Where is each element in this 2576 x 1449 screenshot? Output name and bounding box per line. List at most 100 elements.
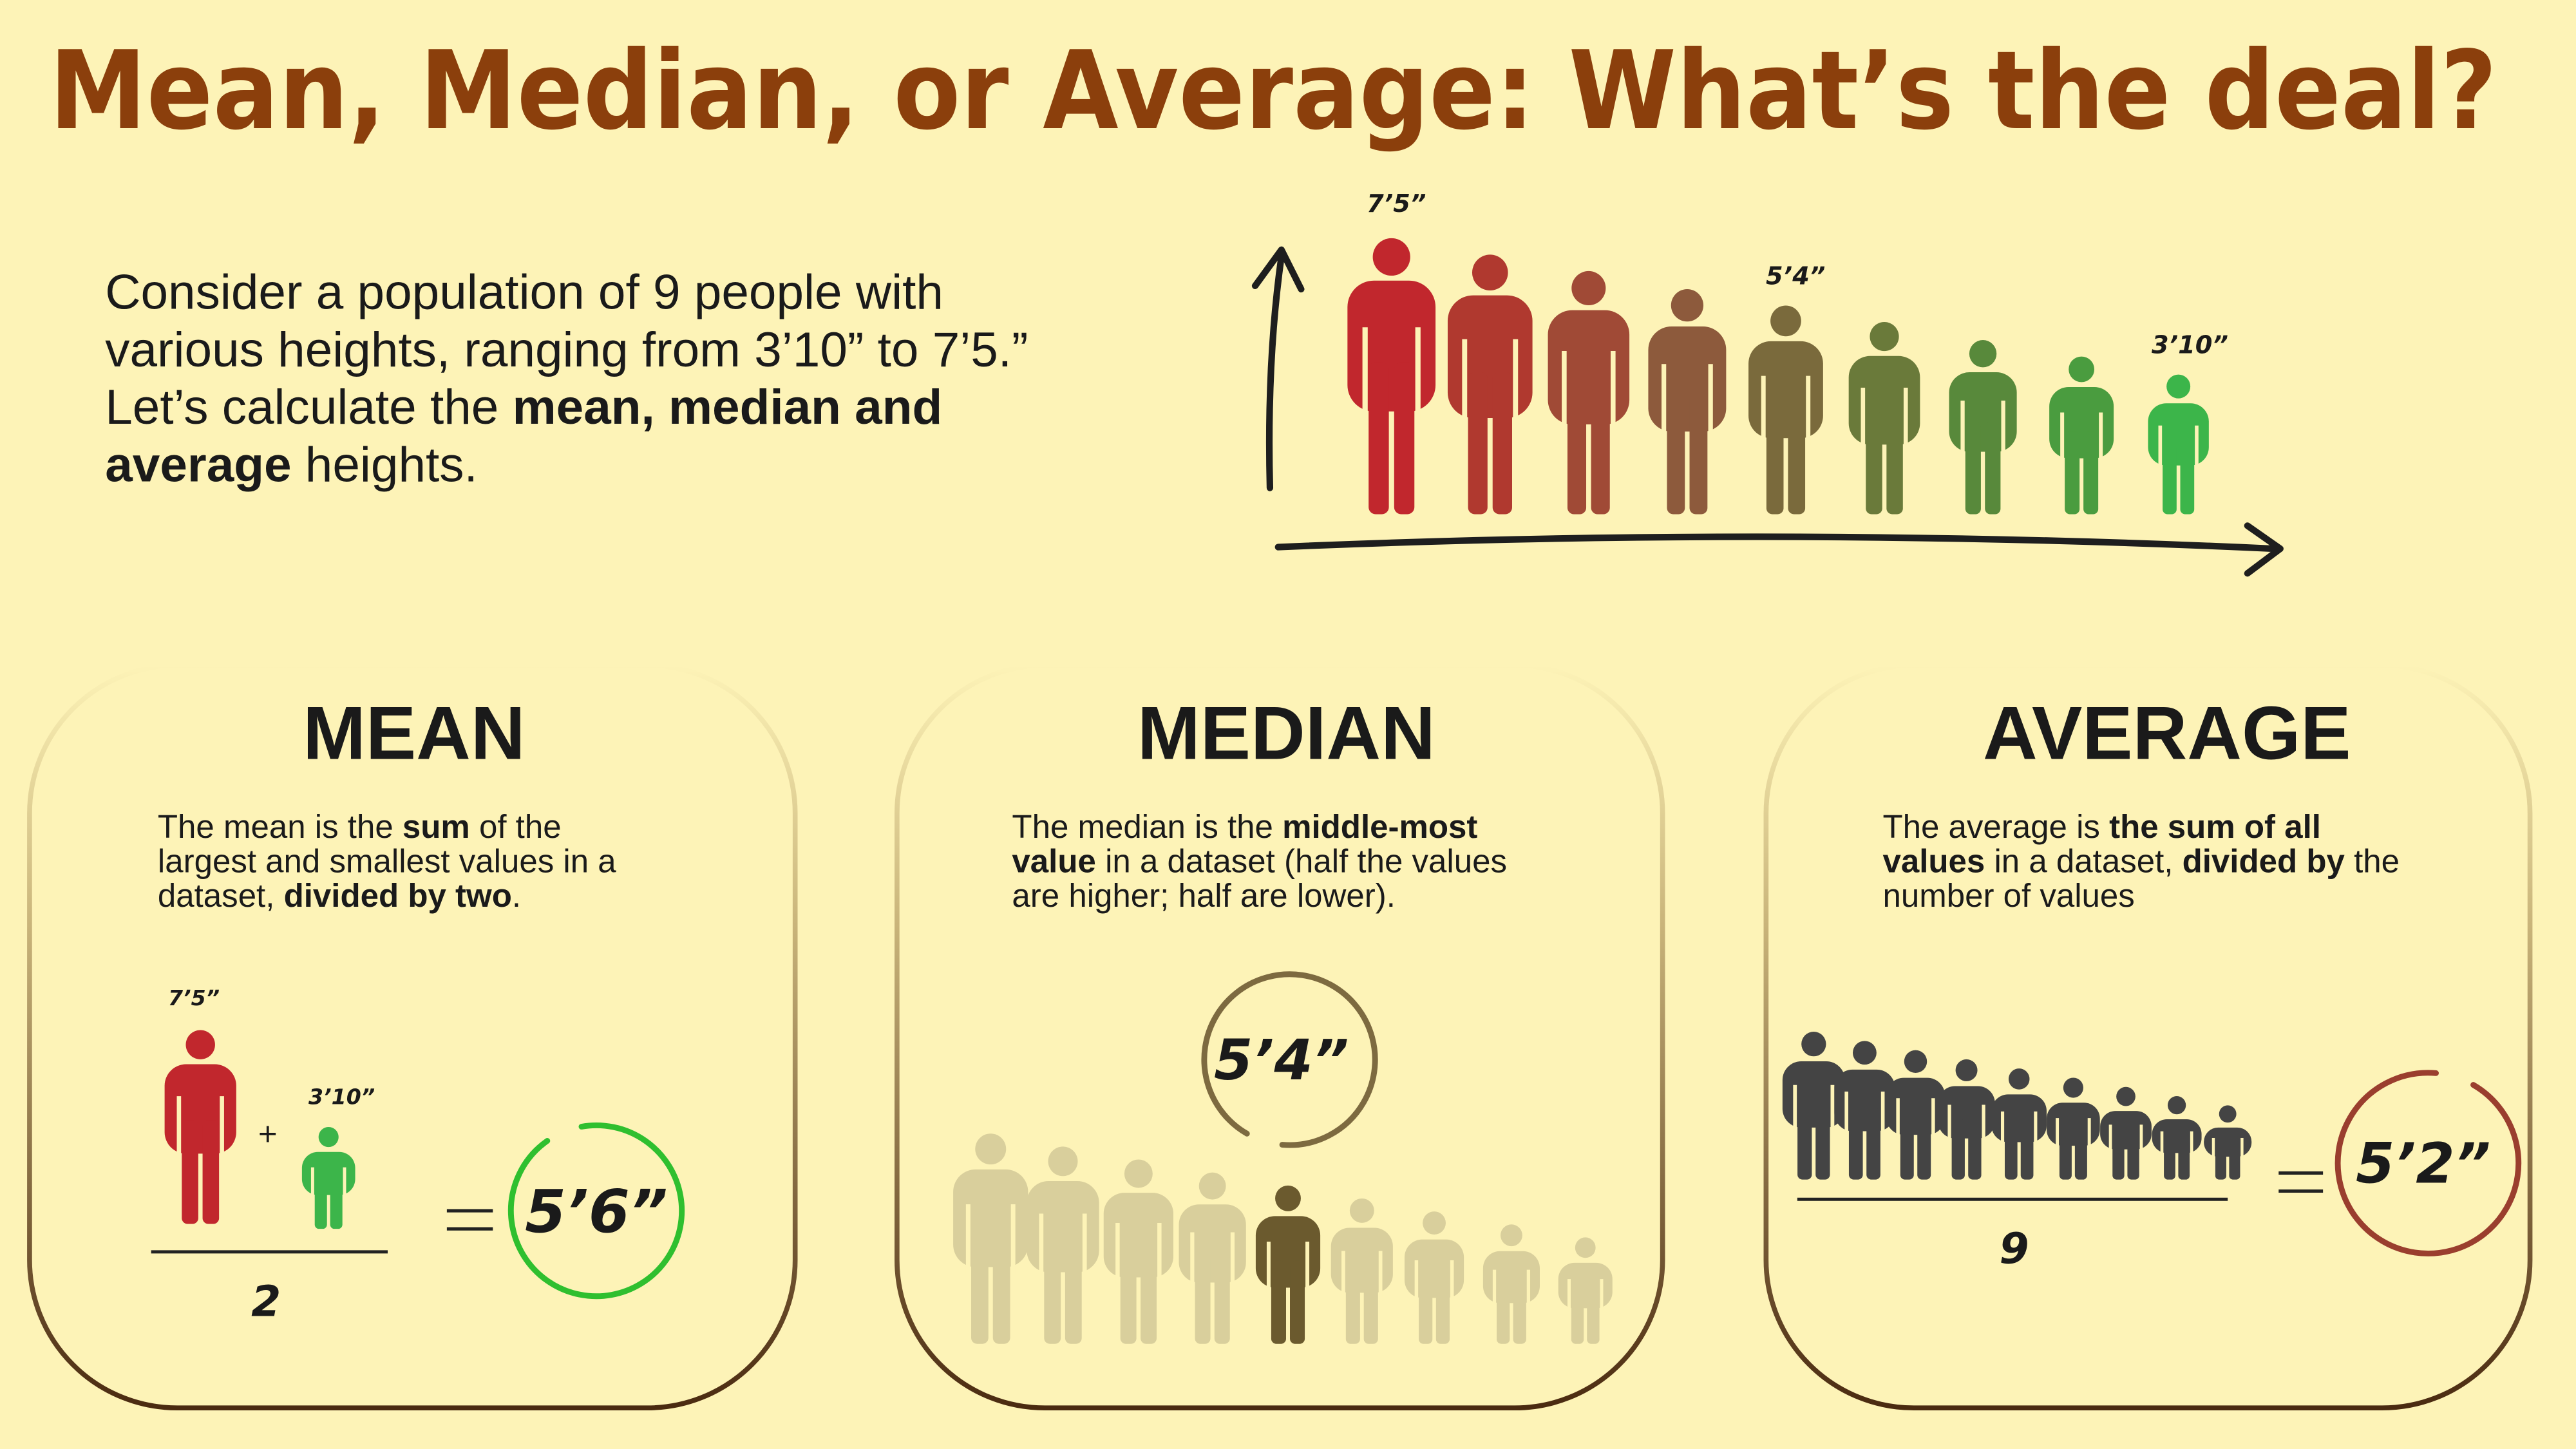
person-leg bbox=[992, 1230, 1010, 1344]
y-arrow bbox=[1265, 252, 1285, 491]
person-torso bbox=[1834, 1069, 1895, 1132]
person-icon bbox=[1179, 1172, 1246, 1344]
person-icon bbox=[2049, 356, 2114, 515]
result-value: 5’4” bbox=[1214, 1028, 1349, 1093]
person-head bbox=[1801, 1032, 1826, 1057]
person-leg bbox=[2127, 1135, 2139, 1180]
person-head bbox=[1472, 254, 1508, 291]
person-leg bbox=[1917, 1113, 1931, 1180]
person-head bbox=[1501, 1224, 1522, 1247]
card-heading: MEAN bbox=[303, 691, 525, 775]
person-torso bbox=[1103, 1193, 1173, 1278]
person-torso bbox=[1482, 1251, 1540, 1303]
person-head bbox=[2063, 1077, 2083, 1098]
person-leg bbox=[1848, 1108, 1863, 1180]
text-run: divided by two bbox=[284, 877, 512, 914]
person-torso bbox=[1748, 341, 1823, 439]
person-icon bbox=[164, 1030, 236, 1224]
person-leg bbox=[1766, 401, 1784, 515]
person-leg bbox=[314, 1179, 327, 1229]
person-torso bbox=[1938, 1086, 1995, 1139]
height-label: 7’5” bbox=[1367, 189, 1426, 218]
mean-card bbox=[27, 663, 798, 1411]
person-head bbox=[2167, 1096, 2186, 1115]
person-head bbox=[2116, 1086, 2136, 1106]
text-line: The mean is the sum of the bbox=[158, 808, 562, 845]
person-torso bbox=[1404, 1239, 1464, 1298]
person-leg bbox=[2059, 1130, 2072, 1180]
person-torso bbox=[1848, 355, 1920, 445]
y-arrow-head bbox=[1251, 246, 1305, 293]
text-run: dataset, bbox=[158, 877, 284, 914]
person-leg bbox=[2215, 1146, 2226, 1180]
text-run: heights. bbox=[292, 437, 478, 492]
person-leg bbox=[1797, 1103, 1812, 1180]
person-head bbox=[1423, 1211, 1446, 1235]
person-leg bbox=[1435, 1276, 1450, 1344]
text-line: average heights. bbox=[105, 437, 478, 492]
person-head bbox=[1969, 340, 1997, 368]
person-torso bbox=[1447, 295, 1533, 418]
person-head bbox=[1275, 1185, 1301, 1211]
person-icon bbox=[301, 1127, 355, 1229]
person-leg bbox=[330, 1179, 343, 1229]
person-icon bbox=[1548, 270, 1630, 515]
person-leg bbox=[2020, 1124, 2034, 1180]
person-icon bbox=[1404, 1211, 1464, 1344]
person-leg bbox=[1587, 1291, 1600, 1344]
person-leg bbox=[2083, 431, 2099, 515]
text-run: are higher; half are lower). bbox=[1012, 877, 1395, 914]
person-torso bbox=[1558, 1262, 1613, 1309]
person-icon bbox=[1648, 289, 1727, 515]
text-run: the bbox=[2345, 843, 2400, 880]
person-icon bbox=[1347, 238, 1436, 515]
person-torso bbox=[1648, 326, 1727, 432]
person-leg bbox=[1689, 392, 1708, 515]
person-leg bbox=[1290, 1260, 1305, 1344]
person-icon bbox=[2047, 1077, 2100, 1180]
person-torso bbox=[1886, 1077, 1946, 1135]
person-leg bbox=[2178, 1140, 2190, 1180]
person-icon bbox=[1991, 1068, 2047, 1180]
person-head bbox=[1124, 1159, 1153, 1188]
result-ring bbox=[1201, 971, 1378, 1148]
person-icon bbox=[1848, 322, 1920, 515]
text-run: values bbox=[1882, 843, 1985, 880]
text-run: middle-most bbox=[1282, 808, 1477, 845]
person-leg bbox=[2164, 1140, 2175, 1180]
person-leg bbox=[1667, 392, 1685, 515]
person-icon bbox=[1949, 340, 2017, 515]
person-head bbox=[185, 1030, 215, 1059]
text-run: largest and smallest values in a bbox=[158, 843, 616, 880]
person-head bbox=[1372, 238, 1410, 276]
person-leg bbox=[1345, 1268, 1360, 1344]
person-icon bbox=[2152, 1096, 2202, 1180]
person-torso bbox=[301, 1151, 355, 1195]
text-line: The average is the sum of all bbox=[1882, 808, 2320, 845]
text-line: are higher; half are lower). bbox=[1012, 877, 1395, 914]
person-head bbox=[1198, 1172, 1226, 1200]
person-torso bbox=[953, 1169, 1028, 1267]
person-leg bbox=[1497, 1283, 1510, 1344]
height-label: 3’10” bbox=[2152, 330, 2228, 359]
person-head bbox=[1904, 1050, 1927, 1074]
person-icon bbox=[1748, 305, 1823, 515]
person-icon bbox=[953, 1133, 1028, 1344]
median-card bbox=[895, 663, 1665, 1411]
person-head bbox=[1671, 289, 1704, 322]
person-icon bbox=[1782, 1032, 1845, 1180]
text-run: in a dataset (half the values bbox=[1096, 843, 1507, 880]
person-icon bbox=[1331, 1198, 1393, 1344]
person-head bbox=[1770, 305, 1801, 337]
denominator: 2 bbox=[251, 1276, 281, 1326]
height-label: 5’4” bbox=[1766, 261, 1825, 290]
person-leg bbox=[1866, 1108, 1880, 1180]
person-icon bbox=[1103, 1159, 1173, 1344]
average-card bbox=[1763, 663, 2533, 1411]
text-run: Let’s calculate the bbox=[105, 380, 512, 435]
person-leg bbox=[1866, 411, 1882, 515]
result-ring bbox=[507, 1122, 685, 1300]
person-head bbox=[2069, 356, 2095, 383]
person-leg bbox=[1120, 1245, 1137, 1344]
